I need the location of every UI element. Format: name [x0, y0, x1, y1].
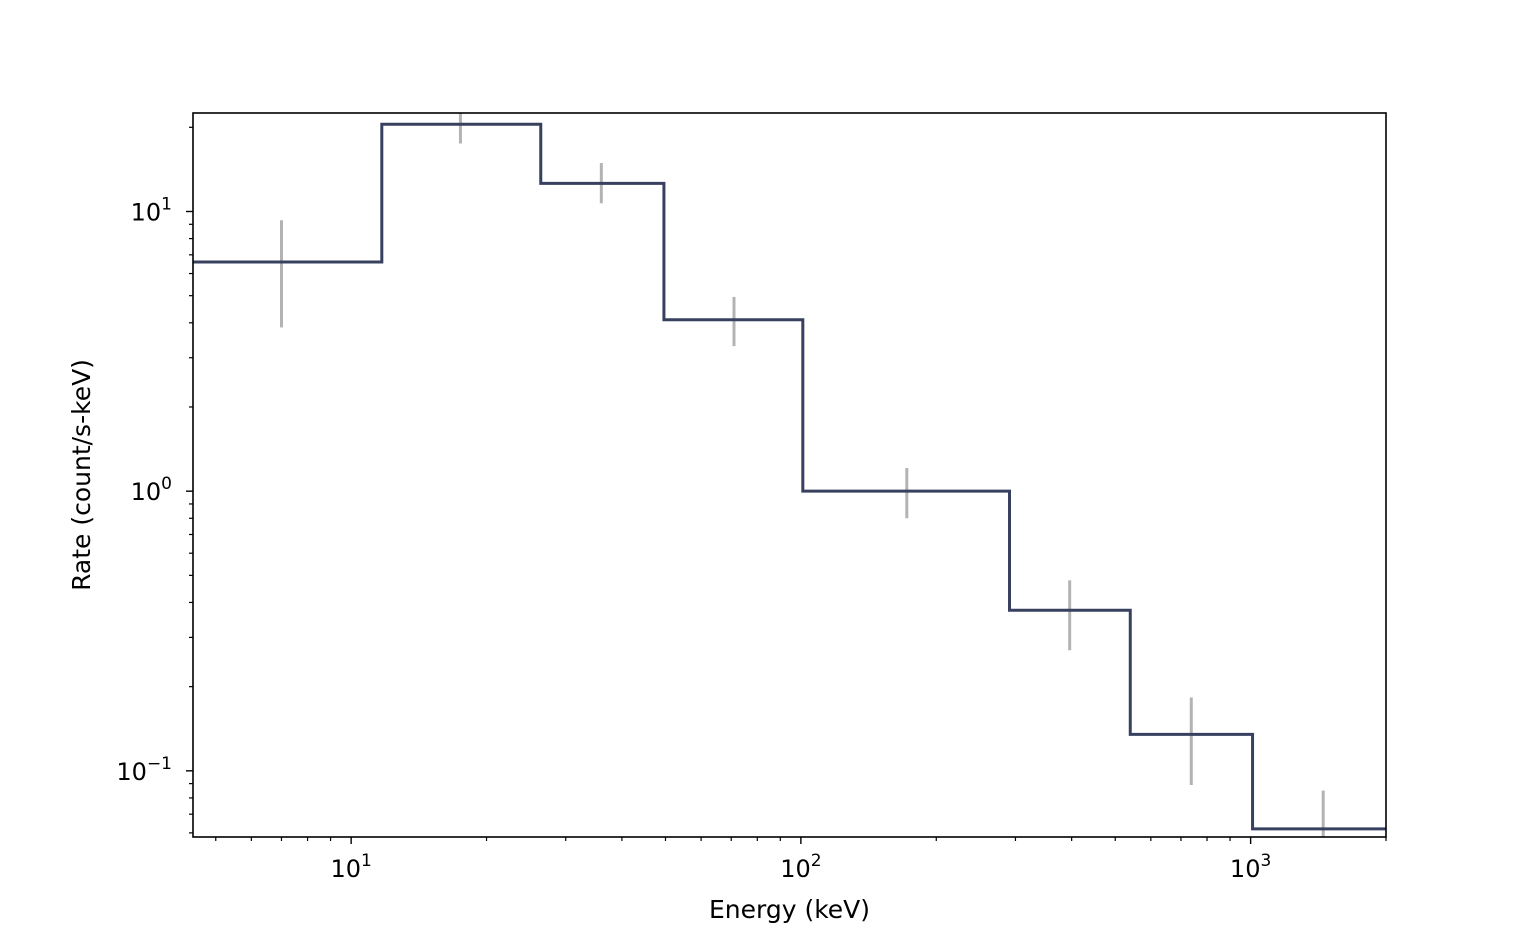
- y-tick-label-0: 10−1: [116, 754, 172, 786]
- step-line-0: [193, 122, 1386, 831]
- x-tick-label-0: 101: [330, 851, 371, 883]
- x-axis-label: Energy (keV): [709, 895, 870, 924]
- error-bars: [279, 113, 1325, 837]
- x-tick-label-2: 103: [1230, 851, 1271, 883]
- plot-frame: [192, 112, 1387, 838]
- y-axis-ticks: 10−1 100 101: [116, 126, 193, 834]
- y-tick-label-1: 100: [131, 474, 172, 506]
- x-axis-ticks: 101 102 103: [215, 837, 1387, 883]
- y-axis-label: Rate (count/s-keV): [67, 359, 96, 591]
- series-group: [193, 122, 1386, 831]
- x-tick-label-1: 102: [780, 851, 821, 883]
- y-tick-label-2: 101: [131, 194, 172, 226]
